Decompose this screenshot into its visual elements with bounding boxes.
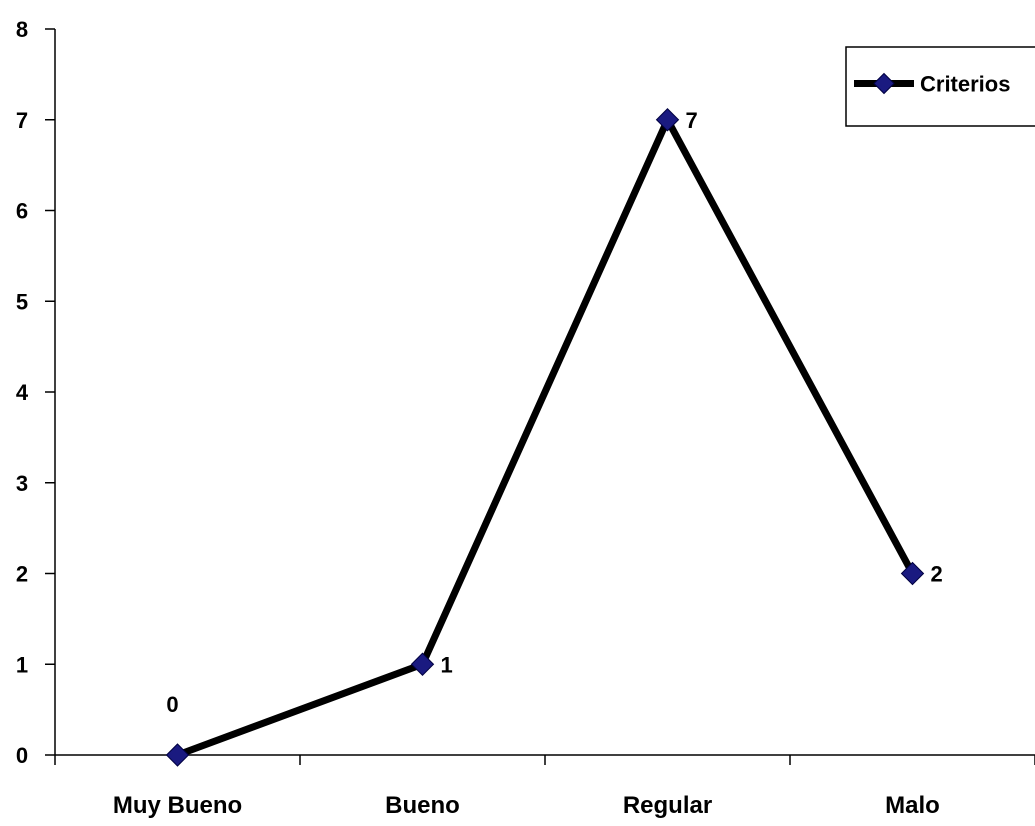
y-tick-label: 6 bbox=[16, 199, 28, 224]
data-label: 1 bbox=[441, 652, 453, 677]
legend-marker-swatch bbox=[873, 72, 895, 95]
y-tick-label: 1 bbox=[16, 652, 28, 677]
y-tick-label: 0 bbox=[16, 743, 28, 768]
y-axis-ticks: 0 1 2 3 4 5 6 7 8 Muy Bueno Bueno Regular Malo bbox=[16, 17, 1035, 819]
y-tick-label: 2 bbox=[16, 562, 28, 587]
data-point-marker bbox=[165, 743, 190, 767]
x-tick-label: Malo bbox=[885, 792, 940, 819]
y-tick-label: 4 bbox=[16, 380, 29, 405]
data-point-marker bbox=[655, 108, 680, 132]
y-tick-label: 3 bbox=[16, 471, 28, 496]
series-line bbox=[176, 111, 916, 759]
legend-label: Criterios bbox=[920, 72, 1010, 97]
data-label: 0 bbox=[166, 692, 178, 717]
x-tick-label: Regular bbox=[623, 792, 712, 819]
data-point-marker bbox=[900, 561, 925, 586]
data-point-marker bbox=[410, 652, 435, 676]
legend: Criterios bbox=[845, 46, 1035, 127]
y-tick-label: 5 bbox=[16, 289, 28, 314]
data-label: 7 bbox=[686, 108, 698, 133]
x-tick-label: Muy Bueno bbox=[113, 792, 242, 819]
data-label: 2 bbox=[931, 562, 943, 587]
x-tick-label: Bueno bbox=[385, 792, 460, 819]
y-tick-label: 8 bbox=[16, 17, 28, 42]
y-tick-label: 7 bbox=[16, 108, 28, 133]
series bbox=[165, 108, 925, 767]
data-labels: 0 1 7 2 bbox=[166, 108, 942, 717]
